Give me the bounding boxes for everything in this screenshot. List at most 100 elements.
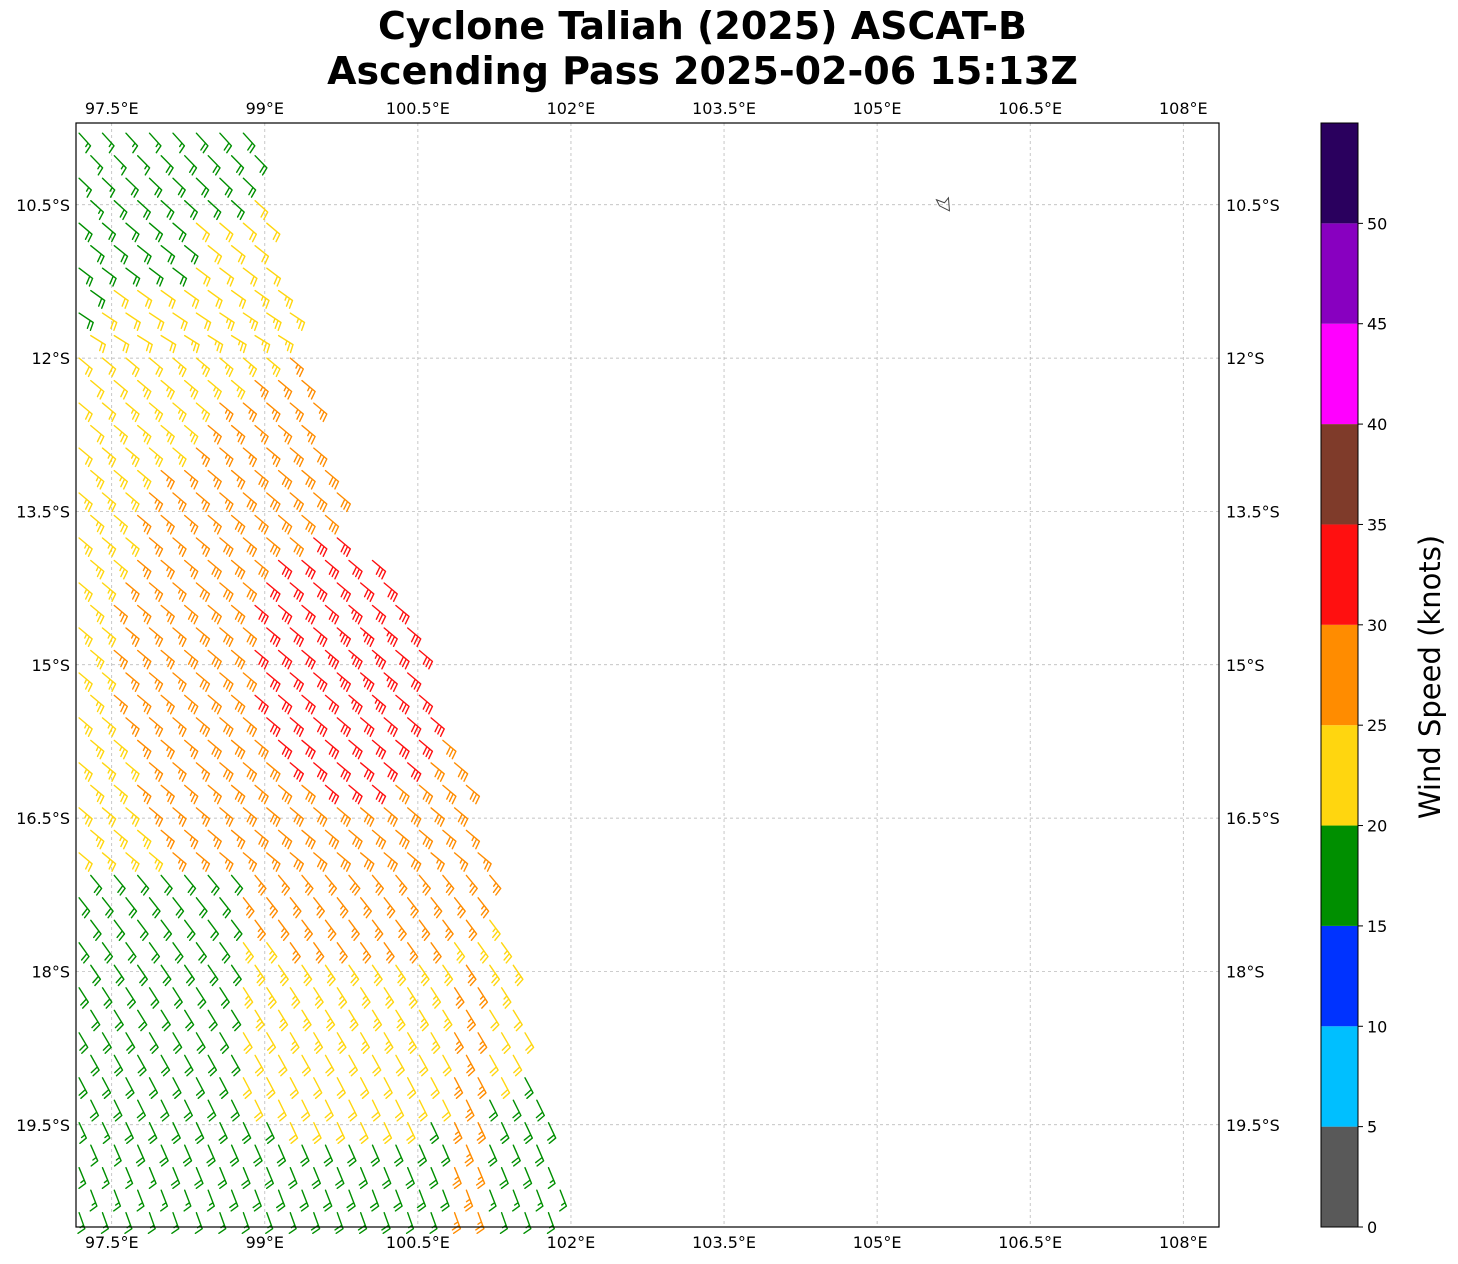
wind-barb xyxy=(101,177,116,198)
wind-barb xyxy=(407,942,419,964)
wind-barb xyxy=(254,739,269,760)
wind-barb xyxy=(148,132,162,154)
wind-barb xyxy=(90,469,105,490)
wind-barb xyxy=(242,267,258,287)
wind-barb xyxy=(254,919,266,941)
wind-barb xyxy=(207,874,220,896)
title-line-2: Ascending Pass 2025-02-06 15:13Z xyxy=(327,49,1078,93)
wind-barb xyxy=(348,694,363,715)
wind-barb xyxy=(160,245,176,265)
wind-barb xyxy=(465,829,481,850)
wind-barb xyxy=(207,829,222,850)
wind-barb xyxy=(195,222,210,243)
lat-tick-label-right: 13.5°S xyxy=(1226,502,1280,521)
wind-barb xyxy=(195,672,211,692)
wind-barb xyxy=(313,987,324,1009)
lat-tick-label-right: 18°S xyxy=(1226,962,1265,981)
wind-barb xyxy=(289,312,306,331)
wind-barb xyxy=(289,717,304,737)
island-icon xyxy=(935,196,951,212)
wind-barb xyxy=(348,829,363,850)
wind-barb xyxy=(230,334,247,354)
wind-barb xyxy=(301,874,314,896)
wind-barb xyxy=(90,245,105,265)
wind-barb xyxy=(195,1077,205,1099)
wind-barb xyxy=(371,694,387,715)
wind-barb xyxy=(125,672,140,692)
wind-barb xyxy=(395,649,410,670)
wind-barb xyxy=(137,784,152,805)
wind-barb xyxy=(137,379,152,400)
wind-barb xyxy=(488,1144,498,1167)
wind-barb xyxy=(254,1099,264,1122)
wind-barb xyxy=(125,177,139,198)
wind-barb xyxy=(78,132,92,154)
wind-barb xyxy=(429,1167,439,1189)
wind-barb xyxy=(241,1212,250,1234)
wind-barb xyxy=(219,177,233,198)
wind-barb xyxy=(90,559,105,580)
wind-barb xyxy=(453,897,466,919)
wind-barb xyxy=(207,469,222,490)
wind-barb xyxy=(219,447,234,468)
wind-barb xyxy=(500,1032,511,1054)
wind-barb xyxy=(360,762,375,782)
wind-barb xyxy=(313,852,328,872)
wind-barb xyxy=(242,492,258,513)
wind-barb xyxy=(160,469,175,490)
wind-barb xyxy=(453,852,469,872)
wind-barb xyxy=(125,222,140,243)
wind-barb xyxy=(371,919,384,941)
wind-barb xyxy=(371,829,387,850)
wind-barb xyxy=(547,1167,556,1189)
wind-barb xyxy=(242,627,258,647)
wind-barb xyxy=(90,694,105,715)
wind-barb xyxy=(137,155,151,176)
wind-barb xyxy=(125,1032,136,1054)
wind-barb xyxy=(453,1032,464,1054)
wind-barb xyxy=(277,829,293,850)
wind-barb xyxy=(418,1099,428,1122)
wind-barb xyxy=(535,1099,545,1122)
wind-barb xyxy=(113,964,125,987)
lat-tick-label-left: 15°S xyxy=(31,656,70,675)
wind-barb xyxy=(242,942,254,964)
wind-barb xyxy=(207,289,223,309)
wind-barb xyxy=(405,1212,415,1234)
wind-barb xyxy=(219,537,234,557)
wind-barb xyxy=(137,200,151,221)
wind-barb xyxy=(78,492,93,513)
wind-barb xyxy=(90,289,106,309)
wind-barb xyxy=(219,762,234,782)
wind-barb xyxy=(230,1009,242,1032)
wind-barb xyxy=(289,537,304,557)
wind-barb xyxy=(77,1212,86,1234)
wind-barb xyxy=(219,852,234,872)
wind-barb xyxy=(160,829,175,850)
wind-barb xyxy=(101,627,117,647)
wind-barb xyxy=(172,807,187,827)
wind-barb xyxy=(230,874,244,896)
wind-barb xyxy=(395,784,410,805)
wind-barb xyxy=(195,1122,205,1144)
wind-barb xyxy=(242,897,255,919)
wind-barb xyxy=(360,672,375,692)
wind-barb xyxy=(288,1167,298,1189)
wind-barb xyxy=(301,559,316,580)
wind-barb xyxy=(183,1099,193,1122)
wind-barb xyxy=(230,200,245,221)
wind-barb xyxy=(113,874,126,896)
wind-barb xyxy=(137,649,152,670)
wind-barb xyxy=(276,1189,286,1212)
wind-barb xyxy=(348,919,360,941)
wind-barb xyxy=(125,717,140,737)
wind-barb xyxy=(172,897,185,919)
wind-barb xyxy=(465,874,478,896)
wind-barb xyxy=(371,604,387,625)
wind-barb xyxy=(242,222,257,243)
wind-barb xyxy=(407,762,422,782)
wind-barb xyxy=(113,200,128,221)
wind-barb xyxy=(113,514,128,535)
wind-barb xyxy=(101,852,117,872)
wind-barb xyxy=(277,1099,287,1122)
